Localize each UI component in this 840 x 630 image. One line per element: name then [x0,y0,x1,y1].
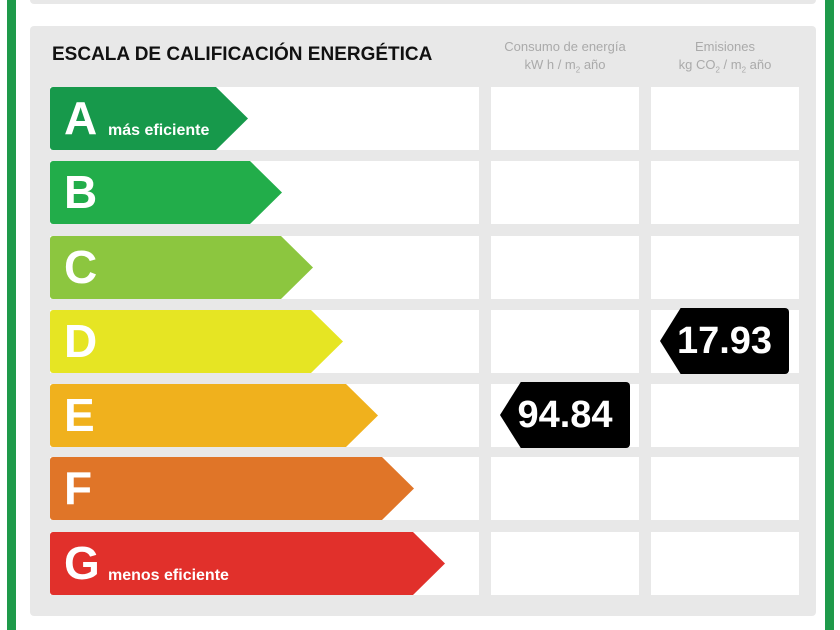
frame-border-right [825,0,834,630]
consumption-value-badge: 94.84 [500,382,630,448]
emissions-cell [651,384,799,447]
consumption-cell [491,236,639,299]
consumption-cell [491,310,639,373]
rating-arrow-A: A más eficiente [50,87,248,150]
rating-arrow-G: G menos eficiente [50,532,445,595]
frame-border-left [7,0,16,630]
consumption-cell [491,87,639,150]
rating-letter: G [64,537,100,589]
header-unit: kg CO2 / m2 año [678,57,772,75]
header-line: Emisiones [695,39,755,54]
consumption-cell [491,457,639,520]
rating-letter: B [64,166,98,218]
emissions-header: Emisiones kg CO2 / m2 año [645,38,805,80]
consumption-cell [491,532,639,595]
rating-arrow-B: B [50,161,282,224]
header-line: Consumo de energía [504,39,626,54]
consumption-header: Consumo de energía kW h / m2 año [485,38,645,80]
rating-arrow-C: C [50,236,313,299]
rating-arrow-D: D [50,310,343,373]
rating-letter: D [64,315,98,367]
emissions-value-badge: 17.93 [660,308,789,374]
consumption-cell [491,161,639,224]
emissions-cell [651,236,799,299]
rating-arrow-E: E [50,384,378,447]
panel-title: ESCALA DE CALIFICACIÓN ENERGÉTICA [52,44,433,65]
emissions-cell [651,457,799,520]
rating-label: más eficiente [108,122,210,139]
emissions-cell [651,87,799,150]
top-panel [30,0,816,4]
header-unit: kW h / m2 año [524,57,606,75]
emissions-cell [651,532,799,595]
rating-letter: C [64,241,98,293]
rating-label: menos eficiente [108,567,229,584]
emissions-cell [651,161,799,224]
rating-letter: A [64,92,98,144]
rating-letter: E [64,389,95,441]
rating-letter: F [64,462,93,514]
rating-arrow-F: F [50,457,414,520]
